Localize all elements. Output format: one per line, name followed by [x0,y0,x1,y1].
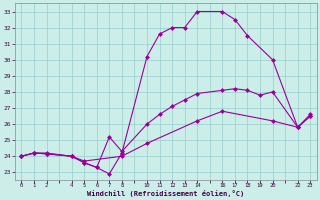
X-axis label: Windchill (Refroidissement éolien,°C): Windchill (Refroidissement éolien,°C) [87,190,244,197]
